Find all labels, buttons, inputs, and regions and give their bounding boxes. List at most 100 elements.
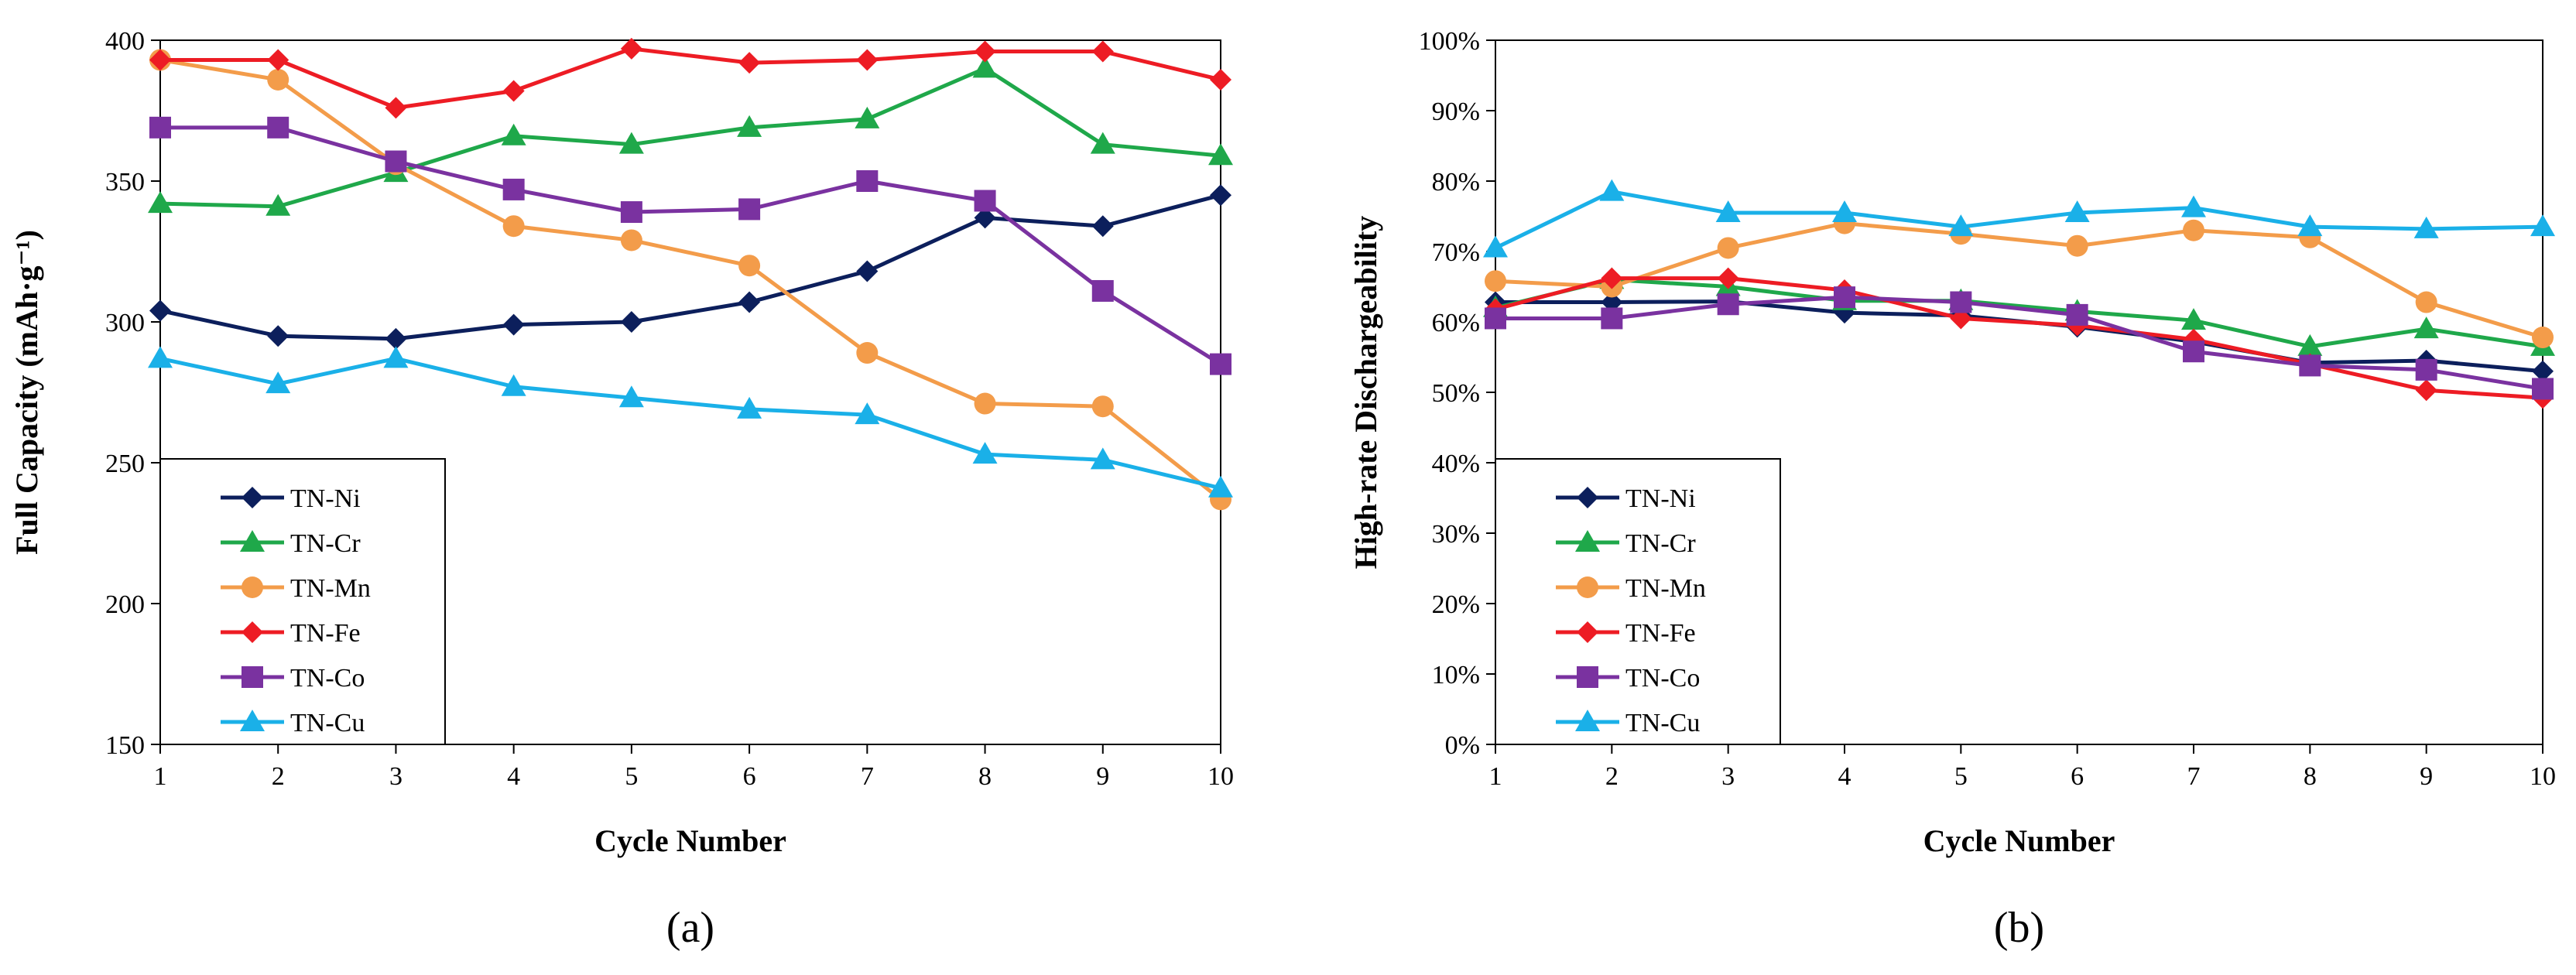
chart-a-series-tn-mn-point: [267, 68, 289, 91]
chart-a-series-tn-cr-point: [265, 193, 291, 216]
chart-b-x-tick-label: 7: [2187, 762, 2201, 791]
chart-a-x-tick-label: 7: [861, 762, 874, 791]
chart-a-x-axis-title: Cycle Number: [594, 823, 786, 858]
chart-a-series-tn-co-point: [1091, 279, 1114, 302]
chart-b-series-tn-cr-point: [2297, 334, 2323, 356]
chart-b-series-tn-cr-line: [1495, 277, 2543, 349]
chart-b-series-tn-cr-point: [2413, 316, 2439, 339]
chart-a-series-tn-cr-point: [148, 191, 173, 214]
chart-b-series-tn-co-point: [2415, 358, 2437, 381]
chart-b-legend-label: TN-Fe: [1625, 619, 1696, 648]
chart-b-series-tn-co-point: [1485, 307, 1506, 330]
chart-b-series-tn-co-point: [2066, 303, 2088, 326]
chart-a-series-tn-co-line: [160, 125, 1222, 366]
chart-b-legend-box: [1495, 458, 1781, 745]
chart-a-series-tn-cr-point: [501, 123, 526, 145]
chart-a-series-tn-fe-point: [1210, 68, 1231, 91]
chart-a-x-tick-label: 10: [1208, 762, 1234, 791]
chart-b-series-tn-ni-point: [2532, 360, 2554, 382]
chart-a-series-tn-cr-point: [972, 56, 998, 78]
chart-a-series-tn-fe-point: [974, 40, 996, 63]
chart-a-series-tn-ni-point: [856, 260, 879, 282]
chart-b-x-tick-label: 2: [1605, 762, 1619, 791]
chart-a-series-tn-fe: [149, 37, 1231, 119]
chart-b-y-tick-label: 80%: [1432, 168, 1480, 197]
chart-b-x-tick-label: 8: [2304, 762, 2317, 791]
chart-b-panel-label: (b): [1994, 904, 2044, 952]
chart-a-legend-box: [159, 458, 446, 745]
chart-b-y-tick-label: 60%: [1432, 309, 1480, 337]
chart-a-series-tn-ni-point: [974, 207, 996, 229]
chart-a-legend-marker: [242, 487, 263, 508]
chart-a-series-tn-ni-point: [502, 313, 525, 336]
chart-b-x-tick-label: 9: [2420, 762, 2433, 791]
chart-b-legend-label: TN-Cu: [1625, 709, 1700, 737]
chart-b-legend-marker: [1577, 576, 1598, 598]
chart-a-y-tick-label: 350: [105, 168, 145, 197]
chart-a-y-axis-title: Full Capacity (mAh·g⁻¹): [9, 230, 44, 555]
chart-a-plot-frame: [159, 39, 1221, 745]
chart-a-series-tn-fe-point: [502, 80, 525, 102]
chart-a-x-tick-label: 5: [625, 762, 638, 791]
chart-a-legend-label: TN-Cr: [290, 529, 361, 558]
chart-b-x-tick-label: 4: [1838, 762, 1852, 791]
chart-a-series-tn-mn-point: [856, 342, 879, 364]
chart-b-series-tn-cu-point: [1483, 235, 1508, 258]
chart-b-y-tick-label: 100%: [1419, 27, 1480, 56]
chart-a-series-tn-cr-point: [737, 115, 762, 137]
chart-b-series-tn-co-line: [1495, 295, 2543, 391]
chart-a-series-tn-fe-point: [385, 97, 407, 119]
chart-b-y-tick-label: 90%: [1432, 98, 1480, 126]
chart-b-series-tn-fe-point: [1601, 267, 1623, 289]
chart-b-series-tn-co-point: [2532, 378, 2554, 400]
chart-a-series-tn-mn-point: [974, 392, 996, 415]
chart-a-series-tn-mn-point: [502, 215, 525, 238]
chart-b-series-tn-co: [1485, 286, 2554, 400]
chart-a-series-tn-mn: [149, 49, 1231, 511]
chart-b-legend-marker: [1575, 710, 1600, 731]
chart-a-x-tick-label: 2: [272, 762, 285, 791]
chart-a-legend-marker: [242, 576, 263, 598]
chart-b-series-tn-cu-point: [2413, 216, 2439, 238]
chart-a-series-tn-co-point: [738, 198, 761, 221]
chart-a-series-tn-fe-point: [856, 49, 879, 71]
chart-b-series-tn-mn-point: [2415, 291, 2437, 313]
chart-a-x-tick-label: 1: [154, 762, 167, 791]
chart-a-y-tick-label: 250: [105, 450, 145, 478]
chart-b-x-tick-label: 5: [1954, 762, 1968, 791]
chart-a-series-tn-mn-point: [620, 229, 642, 251]
chart-b-x-tick-label: 1: [1489, 762, 1502, 791]
chart-a-legend-label: TN-Mn: [290, 574, 371, 603]
chart-a-series-tn-cu: [148, 346, 1233, 498]
chart-b-legend-marker: [1577, 487, 1598, 508]
chart-a-series-tn-cu-point: [1090, 447, 1115, 470]
chart-a-legend-label: TN-Co: [290, 664, 365, 693]
chart-a-y-tick-label: 200: [105, 590, 145, 619]
chart-b-x-tick-label: 6: [2071, 762, 2084, 791]
chart-b-series-tn-mn-point: [1717, 237, 1739, 259]
chart-a-x-tick-label: 3: [389, 762, 402, 791]
chart-a-series-tn-cr-point: [855, 106, 880, 128]
chart-b-legend-marker: [1577, 621, 1598, 643]
chart-a-series-tn-fe-line: [160, 46, 1221, 110]
chart-a-series-tn-fe-point: [620, 37, 642, 60]
chart-a-series-tn-co-point: [1210, 353, 1231, 375]
chart-a-series-tn-cr-point: [1208, 143, 1233, 166]
chart-b-series-tn-cu-point: [1948, 214, 1974, 237]
chart-a-series-tn-co-point: [385, 150, 407, 173]
chart-a-series-tn-ni-point: [385, 327, 407, 350]
chart-a-series-tn-mn-point: [738, 255, 761, 277]
chart-a-x-tick-label: 6: [743, 762, 756, 791]
chart-b-y-tick-label: 40%: [1432, 450, 1480, 478]
chart-b-y-tick-label: 10%: [1432, 661, 1480, 689]
chart-a-series-tn-co-point: [974, 190, 996, 212]
chart-a-series-tn-co-point: [856, 170, 879, 192]
chart-b-series-tn-mn-point: [2532, 327, 2554, 349]
chart-a-series-tn-cu-point: [383, 346, 409, 368]
chart-a-series-tn-ni-line: [159, 193, 1221, 341]
chart-a-series-tn-ni-point: [267, 325, 289, 347]
chart-a-series-tn-co-point: [620, 201, 642, 224]
chart-b-series-tn-fe-point: [1717, 267, 1739, 289]
